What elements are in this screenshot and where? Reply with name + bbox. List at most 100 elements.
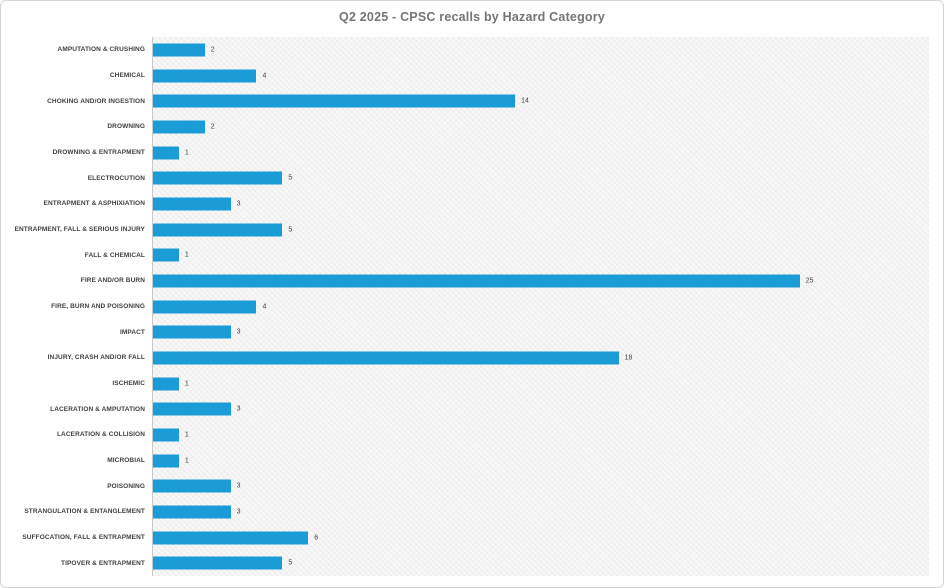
category-label: ELECTROCUTION xyxy=(87,174,145,182)
category-label: CHEMICAL xyxy=(109,72,145,79)
chart-row: CHEMICAL 4 xyxy=(1,63,928,89)
bar-track: 2 xyxy=(152,114,928,140)
chart-row: LACERATION & COLLISION 1 xyxy=(1,422,928,448)
value-label: 1 xyxy=(184,380,189,388)
bar-track: 4 xyxy=(152,294,928,320)
category-label: CHOKING AND/OR INGESTION xyxy=(47,97,145,105)
value-label: 2 xyxy=(210,46,215,54)
category-label: LACERATION & COLLISION xyxy=(56,431,145,439)
value-label: 3 xyxy=(236,482,241,490)
bar xyxy=(153,146,179,160)
bar xyxy=(153,505,231,519)
bar xyxy=(153,454,179,468)
bar-track: 1 xyxy=(152,422,928,448)
bar-track: 3 xyxy=(152,473,928,499)
bar xyxy=(153,223,283,237)
bar-track: 18 xyxy=(152,345,928,371)
bar-track: 1 xyxy=(152,140,928,166)
value-label: 4 xyxy=(262,303,267,311)
value-label: 3 xyxy=(236,508,241,516)
chart-row: ELECTROCUTION 5 xyxy=(1,165,928,191)
chart-row: POISONING 3 xyxy=(1,473,928,499)
chart-row: CHOKING AND/OR INGESTION 14 xyxy=(1,88,928,114)
bar-track: 5 xyxy=(152,165,928,191)
chart-title: Q2 2025 - CPSC recalls by Hazard Categor… xyxy=(339,10,605,24)
category-label: FALL & CHEMICAL xyxy=(84,251,145,259)
bar-track: 2 xyxy=(152,37,928,63)
bar xyxy=(153,120,205,134)
bar xyxy=(153,377,179,391)
chart-row: LACERATION & AMPUTATION 3 xyxy=(1,396,928,422)
bar-track: 25 xyxy=(152,268,928,294)
category-label: TIPOVER & ENTRAPMENT xyxy=(61,559,145,567)
chart-row: FIRE, BURN AND POISONING 4 xyxy=(1,294,928,320)
bar xyxy=(153,197,231,211)
category-label: INJURY, CRASH AND/OR FALL xyxy=(47,354,145,362)
category-label: POISONING xyxy=(107,482,145,490)
value-label: 5 xyxy=(288,174,293,182)
bar-track: 5 xyxy=(152,550,928,576)
bar xyxy=(153,171,283,185)
category-label: ENTRAPMENT & ASPHIXIATION xyxy=(43,200,145,208)
plot-area-background xyxy=(152,37,929,576)
bar xyxy=(153,325,231,339)
category-label: DROWNING & ENTRAPMENT xyxy=(52,149,145,157)
category-label: FIRE, BURN AND POISONING xyxy=(51,303,145,311)
value-label: 14 xyxy=(521,97,529,105)
bar-track: 1 xyxy=(152,371,928,397)
chart-row: SUFFOCATION, FALL & ENTRAPMENT 6 xyxy=(1,525,928,551)
chart-row: FIRE AND/OR BURN 25 xyxy=(1,268,928,294)
bar xyxy=(153,428,179,442)
category-label: ENTRAPMENT, FALL & SERIOUS INJURY xyxy=(14,226,145,234)
value-label: 4 xyxy=(262,72,267,79)
value-label: 25 xyxy=(805,277,814,285)
chart-rows: AMPUTATION & CRUSHING 2 CHEMICAL 4 CHOKING A… xyxy=(1,37,928,576)
category-label: AMPUTATION & CRUSHING xyxy=(57,46,145,54)
bar-track: 5 xyxy=(152,217,928,243)
chart-row: IMPACT 3 xyxy=(1,319,928,345)
bar-track: 14 xyxy=(152,88,928,114)
bar xyxy=(153,479,231,493)
chart-row: DROWNING 2 xyxy=(1,114,928,140)
chart-row: INJURY, CRASH AND/OR FALL 18 xyxy=(1,345,928,371)
bar xyxy=(153,300,257,314)
bar xyxy=(153,43,205,57)
bar xyxy=(153,351,619,365)
bar-track: 3 xyxy=(152,499,928,525)
value-label: 5 xyxy=(288,559,293,567)
value-label: 1 xyxy=(184,457,189,465)
chart-row: AMPUTATION & CRUSHING 2 xyxy=(1,37,928,63)
value-label: 3 xyxy=(236,328,241,336)
bar-track: 4 xyxy=(152,63,928,89)
value-label: 1 xyxy=(184,431,189,439)
bar xyxy=(153,69,257,82)
value-label: 3 xyxy=(236,200,241,208)
chart-row: TIPOVER & ENTRAPMENT 5 xyxy=(1,550,928,576)
value-label: 18 xyxy=(624,354,633,362)
chart-row: STRANGULATION & ENTANGLEMENT 3 xyxy=(1,499,928,525)
bar xyxy=(153,531,309,545)
bar xyxy=(153,274,800,288)
chart-row: ENTRAPMENT, FALL & SERIOUS INJURY 5 xyxy=(1,217,928,243)
chart-row: ISCHEMIC 1 xyxy=(1,371,928,397)
chart-row: FALL & CHEMICAL 1 xyxy=(1,242,928,268)
bar-track: 3 xyxy=(152,191,928,217)
chart-row: ENTRAPMENT & ASPHIXIATION 3 xyxy=(1,191,928,217)
category-label: MICROBIAL xyxy=(107,457,145,465)
category-label: LACERATION & AMPUTATION xyxy=(50,405,145,413)
category-label: IMPACT xyxy=(119,328,145,336)
category-label: STRANGULATION & ENTANGLEMENT xyxy=(24,508,145,516)
chart-row: DROWNING & ENTRAPMENT 1 xyxy=(1,140,928,166)
bar-track: 6 xyxy=(152,525,928,551)
value-label: 2 xyxy=(210,123,215,131)
category-label: SUFFOCATION, FALL & ENTRAPMENT xyxy=(22,534,145,542)
bar xyxy=(153,556,283,570)
value-label: 1 xyxy=(184,251,189,259)
category-label: FIRE AND/OR BURN xyxy=(80,277,145,285)
value-label: 6 xyxy=(314,534,319,542)
chart-row: MICROBIAL 1 xyxy=(1,448,928,474)
value-label: 5 xyxy=(288,226,293,234)
bar xyxy=(153,248,179,262)
bar-track: 1 xyxy=(152,448,928,474)
